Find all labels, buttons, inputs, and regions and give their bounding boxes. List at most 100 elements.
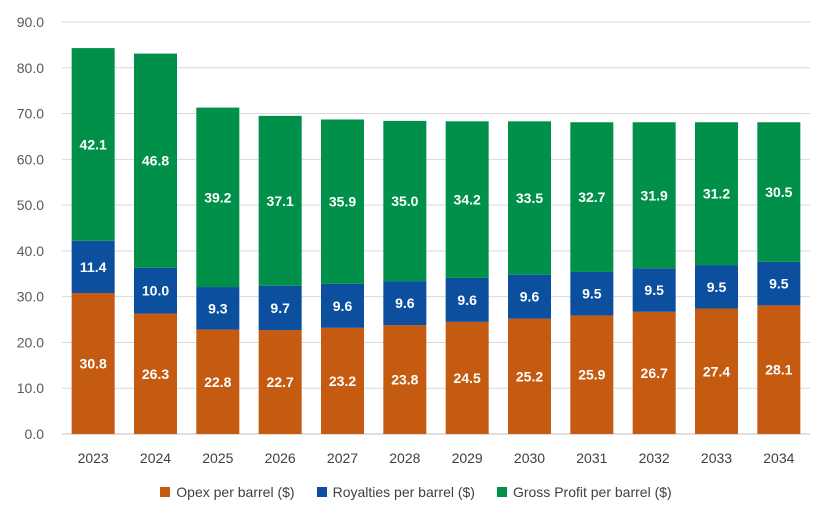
bar-segment [757, 122, 801, 262]
bar-segment [383, 281, 427, 326]
bar-segment [570, 315, 614, 434]
bar-segment [71, 293, 115, 434]
data-label: 23.2 [329, 373, 356, 389]
stacked-bar-chart: 0.010.020.030.040.050.060.070.080.090.0 … [17, 14, 810, 466]
x-tick-label: 2033 [701, 450, 732, 466]
data-label: 9.5 [582, 286, 602, 302]
data-label: 22.8 [204, 374, 231, 390]
bar-segment [320, 283, 365, 328]
x-tick-label: 2025 [202, 450, 233, 466]
x-axis: 2023 2024 2025 2026 2027 2028 2029 2030 2031 2032… [78, 450, 795, 466]
y-tick-label: 10.0 [17, 380, 44, 396]
y-tick-label: 20.0 [17, 334, 44, 350]
data-label: 37.1 [267, 193, 294, 209]
data-label: 9.6 [457, 292, 477, 308]
y-tick-label: 80.0 [17, 60, 44, 76]
data-label: 32.7 [578, 189, 605, 205]
data-label: 42.1 [80, 136, 107, 152]
y-tick-label: 90.0 [17, 14, 44, 30]
data-label: 25.2 [516, 368, 543, 384]
x-tick-label: 2026 [265, 450, 296, 466]
data-label: 9.6 [333, 298, 353, 314]
y-tick-label: 30.0 [17, 289, 44, 305]
bar-segment [445, 277, 489, 322]
bar-segment [133, 53, 178, 268]
data-label: 35.9 [329, 194, 356, 210]
data-label: 35.0 [391, 193, 418, 209]
y-tick-label: 60.0 [17, 151, 44, 167]
x-tick-label: 2032 [639, 450, 670, 466]
bar-segment [757, 261, 801, 306]
gridlines [62, 21, 810, 435]
x-tick-label: 2027 [327, 450, 358, 466]
legend: Opex per barrel ($) Royalties per barrel… [0, 484, 832, 500]
data-label: 27.4 [703, 363, 730, 379]
data-label: 10.0 [142, 283, 169, 299]
data-label: 9.6 [520, 289, 540, 305]
y-tick-label: 40.0 [17, 243, 44, 259]
y-tick-label: 50.0 [17, 197, 44, 213]
bar-segment [196, 287, 240, 330]
x-tick-label: 2029 [452, 450, 483, 466]
x-tick-label: 2031 [576, 450, 607, 466]
bar-segment [383, 120, 427, 282]
data-label: 25.9 [578, 367, 605, 383]
data-label: 28.1 [765, 362, 792, 378]
legend-label-opex: Opex per barrel ($) [176, 484, 295, 500]
legend-swatch-royalties [316, 487, 327, 497]
bar-segment [507, 121, 552, 275]
data-label: 34.2 [454, 192, 481, 208]
legend-item-gross-profit: Gross Profit per barrel ($) [496, 484, 672, 500]
bar-segment [445, 121, 489, 278]
data-label: 46.8 [142, 153, 169, 169]
data-label: 11.4 [80, 259, 107, 275]
y-tick-label: 70.0 [17, 106, 44, 122]
x-tick-label: 2028 [389, 450, 420, 466]
bar-segment [258, 285, 302, 331]
data-label: 9.6 [395, 295, 415, 311]
bar-segment [71, 240, 115, 294]
bar-segment [507, 274, 552, 319]
data-label: 9.5 [769, 276, 789, 292]
bar-segment [632, 122, 676, 269]
data-label: 39.2 [204, 189, 231, 205]
legend-label-gross-profit: Gross Profit per barrel ($) [512, 484, 672, 500]
data-label: 30.8 [80, 356, 107, 372]
x-tick-label: 2034 [763, 450, 794, 466]
bar-segment [133, 267, 178, 314]
bar-segment [196, 107, 240, 288]
bar-segment [694, 265, 739, 309]
legend-item-royalties: Royalties per barrel ($) [316, 484, 475, 500]
bar-segment [757, 305, 801, 434]
bar-segment [320, 119, 365, 284]
data-label: 31.9 [641, 187, 668, 203]
data-label: 22.7 [267, 374, 294, 390]
data-label: 31.2 [703, 186, 730, 202]
x-tick-label: 2023 [78, 450, 109, 466]
bar-segment [694, 122, 739, 266]
x-tick-label: 2024 [140, 450, 171, 466]
data-label: 23.8 [391, 372, 418, 388]
data-label: 30.5 [765, 184, 792, 200]
data-label: 24.5 [454, 370, 481, 386]
bar-segment [383, 325, 427, 434]
bar-segment [196, 329, 240, 434]
data-label: 9.5 [707, 279, 727, 295]
data-label: 9.3 [208, 300, 228, 316]
x-tick-label: 2030 [514, 450, 545, 466]
bar-segment [694, 308, 739, 434]
legend-swatch-gross-profit [496, 487, 507, 497]
bar-segment [133, 313, 178, 434]
data-label: 33.5 [516, 190, 543, 206]
y-axis: 0.0 10.0 20.0 30.0 40.0 50.0 60.0 70.0 80.0 90.0 [17, 14, 44, 442]
bar-segment [570, 271, 614, 316]
data-label: 9.7 [270, 300, 290, 316]
bar-segment [632, 311, 676, 434]
legend-swatch-opex [160, 487, 171, 497]
data-label: 9.5 [644, 282, 664, 298]
bar-segment [71, 48, 115, 241]
bar-segment [445, 321, 489, 434]
bar-segment [632, 268, 676, 312]
data-label: 26.7 [641, 365, 668, 381]
bar-segment [507, 318, 552, 434]
